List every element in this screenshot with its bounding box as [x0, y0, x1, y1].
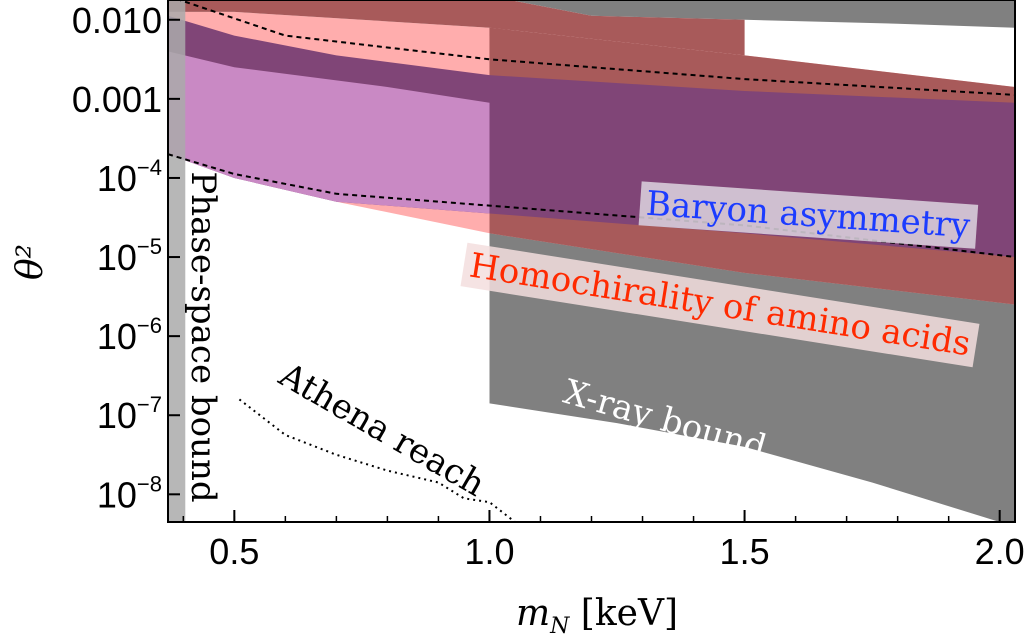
y-tick-label: 10−8 [97, 471, 162, 515]
x-tick-label: 1.5 [720, 531, 770, 572]
y-tick-label: 10−4 [97, 155, 162, 199]
y-tick-label: 10−6 [97, 313, 162, 357]
y-tick-base: 10 [97, 395, 137, 436]
x-tick-label: 0.5 [209, 531, 259, 572]
x-axis-symbol: m [516, 593, 550, 634]
y-tick-exponent: −6 [137, 313, 162, 338]
athena-reach-curve [238, 398, 516, 522]
y-tick-base: 10 [97, 237, 137, 278]
x-tick-label: 2.0 [975, 531, 1025, 572]
dashed-curve-1 [176, 0, 1015, 96]
x-axis-label: mN [keV] [516, 593, 678, 635]
y-tick-label: 10−7 [97, 392, 162, 436]
homochirality-top-overlap [168, 0, 745, 56]
axis-ticks: 0.5 1.0 1.5 2.00.0100.00110−410−510−610−710… [72, 0, 1025, 572]
x-axis-unit: [keV] [569, 593, 678, 634]
y-axis-label: θ² [10, 244, 51, 280]
homochirality-label-box [460, 242, 980, 368]
y-tick-exponent: −7 [137, 392, 162, 417]
y-tick-base: 10 [97, 158, 137, 199]
y-tick-base: 10 [97, 474, 137, 515]
y-tick-label: 10−5 [97, 234, 162, 278]
dashed-curve-2 [168, 153, 1015, 258]
x-axis-subscript: N [549, 614, 570, 635]
y-tick-label: 0.001 [72, 79, 162, 120]
baryon-low-mass-region [168, 51, 490, 214]
xray-upper-region [510, 0, 1015, 28]
phase-space-strip [168, 0, 186, 522]
phase-space-label: Phase-space bound [183, 171, 223, 502]
phase-space-label-group: Phase-space bound [183, 171, 223, 502]
y-tick-base: 10 [97, 316, 137, 357]
x-tick-label: 1.0 [464, 531, 514, 572]
y-tick-exponent: −8 [137, 471, 162, 496]
y-tick-exponent: −4 [137, 155, 162, 180]
y-tick-exponent: −5 [137, 234, 162, 259]
y-tick-label: 0.010 [72, 0, 162, 41]
baryon-label-box [638, 181, 979, 249]
